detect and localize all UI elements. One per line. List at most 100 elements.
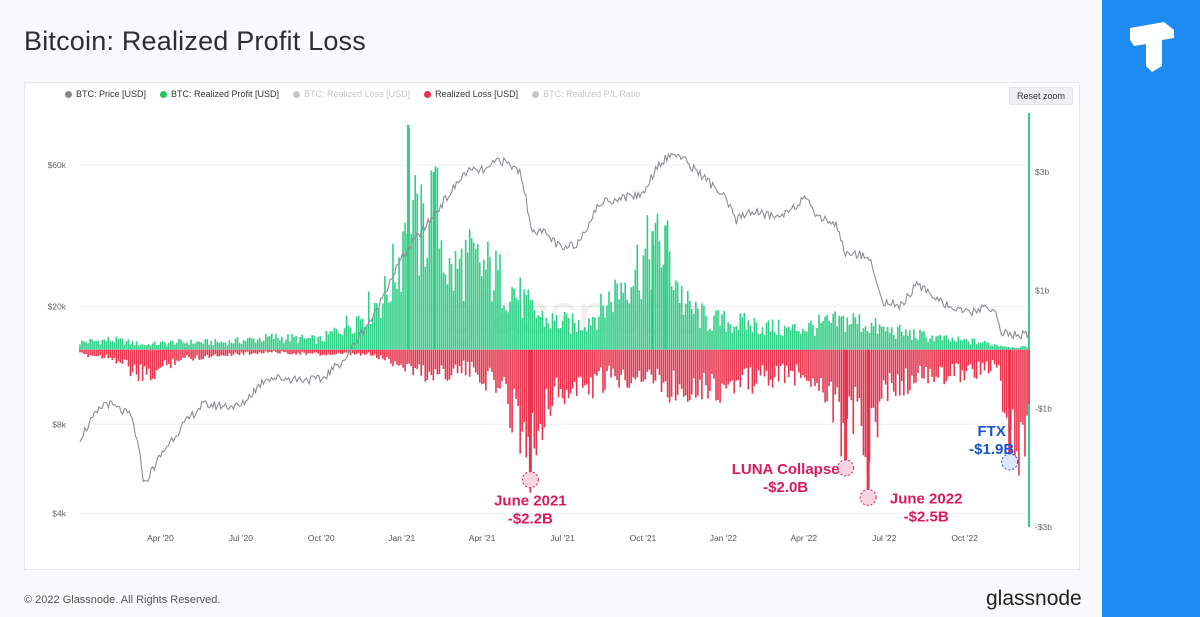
- loss-bar: [400, 349, 402, 365]
- loss-bar: [985, 349, 988, 362]
- loss-bar: [371, 349, 374, 356]
- profit-bar: [793, 323, 796, 350]
- profit-bar: [581, 330, 584, 350]
- loss-bar: [557, 349, 560, 398]
- loss-bar: [719, 349, 721, 403]
- profit-bar: [214, 339, 217, 350]
- profit-bar: [416, 193, 418, 350]
- profit-bar: [824, 316, 826, 350]
- profit-bar: [628, 303, 631, 350]
- legend-item[interactable]: BTC: Price [USD]: [65, 89, 146, 99]
- profit-bar: [820, 323, 822, 350]
- profit-bar: [896, 327, 899, 350]
- loss-bar: [238, 349, 241, 356]
- profit-bar: [953, 340, 956, 350]
- profit-bar: [172, 341, 174, 350]
- profit-bar: [400, 291, 402, 350]
- profit-bar: [192, 343, 194, 350]
- profit-bar: [779, 334, 782, 350]
- chart-svg: $60k $20k $8k $4k Apr '20 Jul '20 Oct '20 Jan '…: [48, 113, 1052, 543]
- loss-bar: [903, 349, 905, 396]
- profit-bar: [178, 339, 180, 350]
- loss-bar: [852, 349, 855, 435]
- reset-zoom-button[interactable]: Reset zoom: [1008, 87, 1073, 105]
- loss-bar: [452, 349, 455, 369]
- profit-bar: [329, 331, 332, 350]
- loss-bar: [618, 349, 620, 388]
- loss-bar: [886, 349, 889, 402]
- loss-bar: [365, 349, 368, 355]
- profit-bar: [723, 310, 725, 350]
- loss-bar: [779, 349, 782, 367]
- profit-bar: [810, 320, 812, 350]
- legend-item[interactable]: BTC: Realized Profit [USD]: [160, 89, 279, 99]
- loss-bar: [279, 349, 281, 354]
- profit-bar: [412, 200, 414, 350]
- legend-item[interactable]: BTC: Realized Loss [USD]: [293, 89, 410, 99]
- profit-bar: [365, 324, 368, 350]
- profit-bar: [957, 336, 960, 350]
- profit-bar: [565, 313, 568, 350]
- loss-bar: [299, 349, 301, 355]
- legend-item[interactable]: BTC: Realized P/L Ratio: [532, 89, 640, 99]
- loss-bar: [460, 349, 463, 374]
- profit-bar: [505, 310, 507, 350]
- profit-bar: [388, 302, 390, 350]
- loss-bar: [634, 349, 637, 380]
- loss-bar: [678, 349, 681, 385]
- profit-bar: [155, 345, 158, 350]
- profit-bar: [271, 333, 273, 350]
- profit-bar: [583, 327, 586, 350]
- loss-bar: [313, 349, 316, 353]
- loss-bar: [327, 349, 330, 354]
- loss-bar: [450, 349, 453, 376]
- profit-bar: [404, 222, 406, 350]
- loss-bar: [973, 349, 976, 378]
- profit-bar: [315, 343, 318, 350]
- loss-bar: [1028, 349, 1030, 404]
- loss-bar: [147, 349, 150, 369]
- profit-bar: [256, 339, 259, 350]
- profit-bar: [676, 282, 679, 350]
- profit-bar: [741, 317, 744, 350]
- profit-bar: [414, 175, 416, 350]
- loss-bar: [707, 349, 709, 399]
- loss-bar: [333, 349, 336, 355]
- loss-bar: [642, 349, 645, 382]
- profit-bar: [95, 340, 97, 350]
- loss-bar: [291, 349, 293, 355]
- loss-bar: [888, 349, 891, 374]
- profit-bar: [586, 331, 588, 350]
- loss-bar: [598, 349, 600, 372]
- profit-bar: [378, 308, 380, 350]
- profit-bar: [478, 262, 481, 350]
- loss-bar: [684, 349, 687, 396]
- legend-item[interactable]: Realized Loss [USD]: [424, 89, 518, 99]
- profit-bar: [456, 268, 459, 350]
- profit-bar: [781, 335, 784, 350]
- loss-bar: [226, 349, 229, 357]
- loss-bar: [672, 349, 675, 371]
- profit-bar: [973, 338, 976, 350]
- profit-bar: [557, 328, 560, 350]
- loss-bar: [624, 349, 626, 381]
- profit-bar: [769, 331, 772, 350]
- loss-bar: [773, 349, 776, 378]
- profit-bar: [141, 344, 144, 350]
- profit-bar: [262, 340, 265, 350]
- loss-bar: [575, 349, 578, 397]
- loss-bar: [664, 349, 667, 382]
- loss-bar: [373, 349, 376, 355]
- profit-bar: [977, 342, 980, 350]
- profit-bar: [190, 339, 192, 350]
- profit-bar: [107, 337, 110, 350]
- loss-bar: [848, 349, 851, 397]
- profit-bar: [357, 315, 360, 350]
- loss-bar: [79, 349, 81, 353]
- profit-bar: [285, 339, 287, 350]
- loss-bar: [410, 349, 412, 367]
- loss-bar: [521, 349, 523, 432]
- profit-bar: [707, 330, 709, 350]
- profit-bar: [1024, 346, 1026, 350]
- profit-bar: [935, 336, 937, 350]
